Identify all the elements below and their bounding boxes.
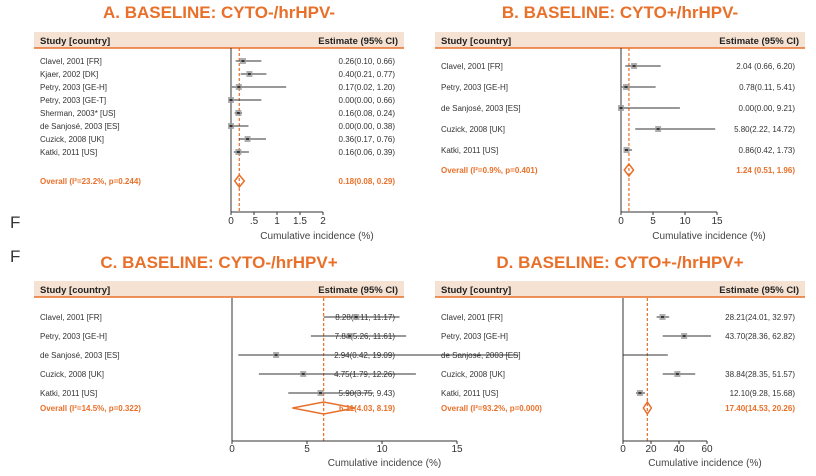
overall-estimate: 6.11(4.03, 8.19) <box>339 404 395 413</box>
header-estimate-label: Estimate (95% CI) <box>719 285 799 296</box>
overall-diamond <box>233 173 246 189</box>
x-tick-label: 15 <box>451 444 463 455</box>
header-estimate-label: Estimate (95% CI) <box>318 285 398 296</box>
header-study-label: Study [country] <box>40 285 110 296</box>
study-label: Clavel, 2001 [FR] <box>40 313 102 322</box>
study-label: Sherman, 2003* [US] <box>40 109 116 118</box>
x-tick-label: 1 <box>274 216 280 227</box>
study-label: de Sanjosé, 2003 [ES] <box>441 351 521 360</box>
overall-diamond <box>623 162 635 178</box>
header-study-label: Study [country] <box>441 285 511 296</box>
x-axis-label: Cumulative incidence (%) <box>328 458 441 469</box>
overall-estimate: 0.18(0.08, 0.29) <box>339 177 396 186</box>
study-label: Petry, 2003 [GE-H] <box>40 332 107 341</box>
study-estimate: 12.10(9.28, 15.68) <box>730 389 796 398</box>
x-tick-label: 0 <box>618 216 624 227</box>
study-label: Petry, 2003 [GE-H] <box>441 332 508 341</box>
study-label: Katki, 2011 [US] <box>441 146 498 155</box>
panel-title: A. BASELINE: CYTO-/hrHPV- <box>103 3 335 22</box>
x-tick-label: 5 <box>304 444 310 455</box>
study-estimate: 2.04 (0.66, 6.20) <box>736 62 795 71</box>
x-tick-label: 15 <box>711 216 723 227</box>
study-estimate: 0.16(0.06, 0.39) <box>339 148 396 157</box>
overall-estimate: 17.40(14.53, 20.26) <box>725 404 795 413</box>
x-tick-label: 60 <box>701 444 713 455</box>
overall-label: Overall (I²=0.9%, p=0.401) <box>441 166 538 175</box>
header-study-label: Study [country] <box>40 36 110 47</box>
x-axis-label: Cumulative incidence (%) <box>260 231 373 242</box>
panel-header-band <box>435 281 805 297</box>
overall-label: Overall (I²=93.2%, p=0.000) <box>441 404 542 413</box>
header-study-label: Study [country] <box>441 36 511 47</box>
overall-label: Overall (I²=23.2%, p=0.244) <box>40 177 141 186</box>
study-estimate: 0.16(0.08, 0.24) <box>339 109 396 118</box>
x-axis-label: Cumulative incidence (%) <box>648 458 761 469</box>
header-estimate-label: Estimate (95% CI) <box>719 36 799 47</box>
study-label: Kjaer, 2002 [DK] <box>40 70 98 79</box>
study-label: Clavel, 2001 [FR] <box>441 313 503 322</box>
panel-header-band <box>34 281 404 297</box>
study-estimate: 28.21(24.01, 32.97) <box>725 313 795 322</box>
study-estimate: 0.78(0.11, 5.41) <box>739 83 795 92</box>
study-estimate: 0.40(0.21, 0.77) <box>339 70 396 79</box>
study-estimate: 0.00(0.00, 0.38) <box>339 122 396 131</box>
study-label: Petry, 2003 [GE-T] <box>40 96 106 105</box>
overall-estimate: 1.24 (0.51, 1.96) <box>736 166 795 175</box>
study-label: Katki, 2011 [US] <box>40 148 97 157</box>
overall-label: Overall (I²=14.5%, p=0.322) <box>40 404 141 413</box>
x-tick-label: 0 <box>620 444 626 455</box>
forest-panel-b: B. BASELINE: CYTO+/hrHPV- Study [country]… <box>435 3 805 242</box>
x-axis-label: Cumulative incidence (%) <box>652 231 765 242</box>
panel-header-band <box>34 32 404 48</box>
x-tick-label: 40 <box>673 444 685 455</box>
x-tick-label: 2 <box>320 216 326 227</box>
overall-diamond <box>642 400 653 416</box>
study-label: Cuzick, 2008 [UK] <box>441 125 505 134</box>
study-estimate: 0.86(0.42, 1.73) <box>739 146 796 155</box>
study-label: Katki, 2011 [US] <box>40 389 97 398</box>
study-label: Cuzick, 2008 [UK] <box>40 135 104 144</box>
forest-panel-c: C. BASELINE: CYTO-/hrHPV+ Study [country]… <box>34 253 519 469</box>
study-estimate: 38.84(28.35, 51.57) <box>725 370 795 379</box>
x-tick-label: 5 <box>650 216 656 227</box>
study-label: de Sanjosé, 2003 [ES] <box>441 104 521 113</box>
x-tick-label: 1.5 <box>293 216 307 227</box>
forest-panel-d: D. BASELINE: CYTO+-/hrHPV+ Study [country… <box>435 253 805 469</box>
header-estimate-label: Estimate (95% CI) <box>318 36 398 47</box>
x-tick-label: .5 <box>250 216 259 227</box>
study-estimate: 0.26(0.10, 0.66) <box>339 57 396 66</box>
study-estimate: 0.00(0.00, 0.66) <box>339 96 396 105</box>
study-label: Petry, 2003 [GE-H] <box>40 83 107 92</box>
panel-title: C. BASELINE: CYTO-/hrHPV+ <box>100 253 337 272</box>
x-tick-label: 0 <box>228 216 234 227</box>
study-label: Clavel, 2001 [FR] <box>441 62 503 71</box>
forest-panel-a: A. BASELINE: CYTO-/hrHPV- Study [country]… <box>34 3 404 242</box>
study-estimate: 0.36(0.17, 0.76) <box>339 135 396 144</box>
study-estimate: 0.17(0.02, 1.20) <box>339 83 396 92</box>
study-estimate: 5.80(2.22, 14.72) <box>734 125 795 134</box>
overall-diamond <box>292 401 355 415</box>
study-label: Petry, 2003 [GE-H] <box>441 83 508 92</box>
x-tick-label: 20 <box>645 444 657 455</box>
study-label: de Sanjosé, 2003 [ES] <box>40 122 120 131</box>
study-estimate: 0.00(0.00, 9.21) <box>739 104 796 113</box>
panel-header-band <box>435 32 805 48</box>
study-estimate: 43.70(28.36, 62.82) <box>725 332 795 341</box>
panel-title: D. BASELINE: CYTO+-/hrHPV+ <box>496 253 743 272</box>
study-label: Clavel, 2001 [FR] <box>40 57 102 66</box>
stray-letter-2: F <box>10 247 20 266</box>
x-tick-label: 0 <box>229 444 235 455</box>
study-label: Cuzick, 2008 [UK] <box>441 370 505 379</box>
stray-letter-1: F <box>10 213 20 232</box>
x-tick-label: 10 <box>679 216 691 227</box>
study-label: Cuzick, 2008 [UK] <box>40 370 104 379</box>
panel-title: B. BASELINE: CYTO+/hrHPV- <box>502 3 738 22</box>
study-label: de Sanjosé, 2003 [ES] <box>40 351 120 360</box>
study-label: Katki, 2011 [US] <box>441 389 498 398</box>
x-tick-label: 10 <box>376 444 388 455</box>
